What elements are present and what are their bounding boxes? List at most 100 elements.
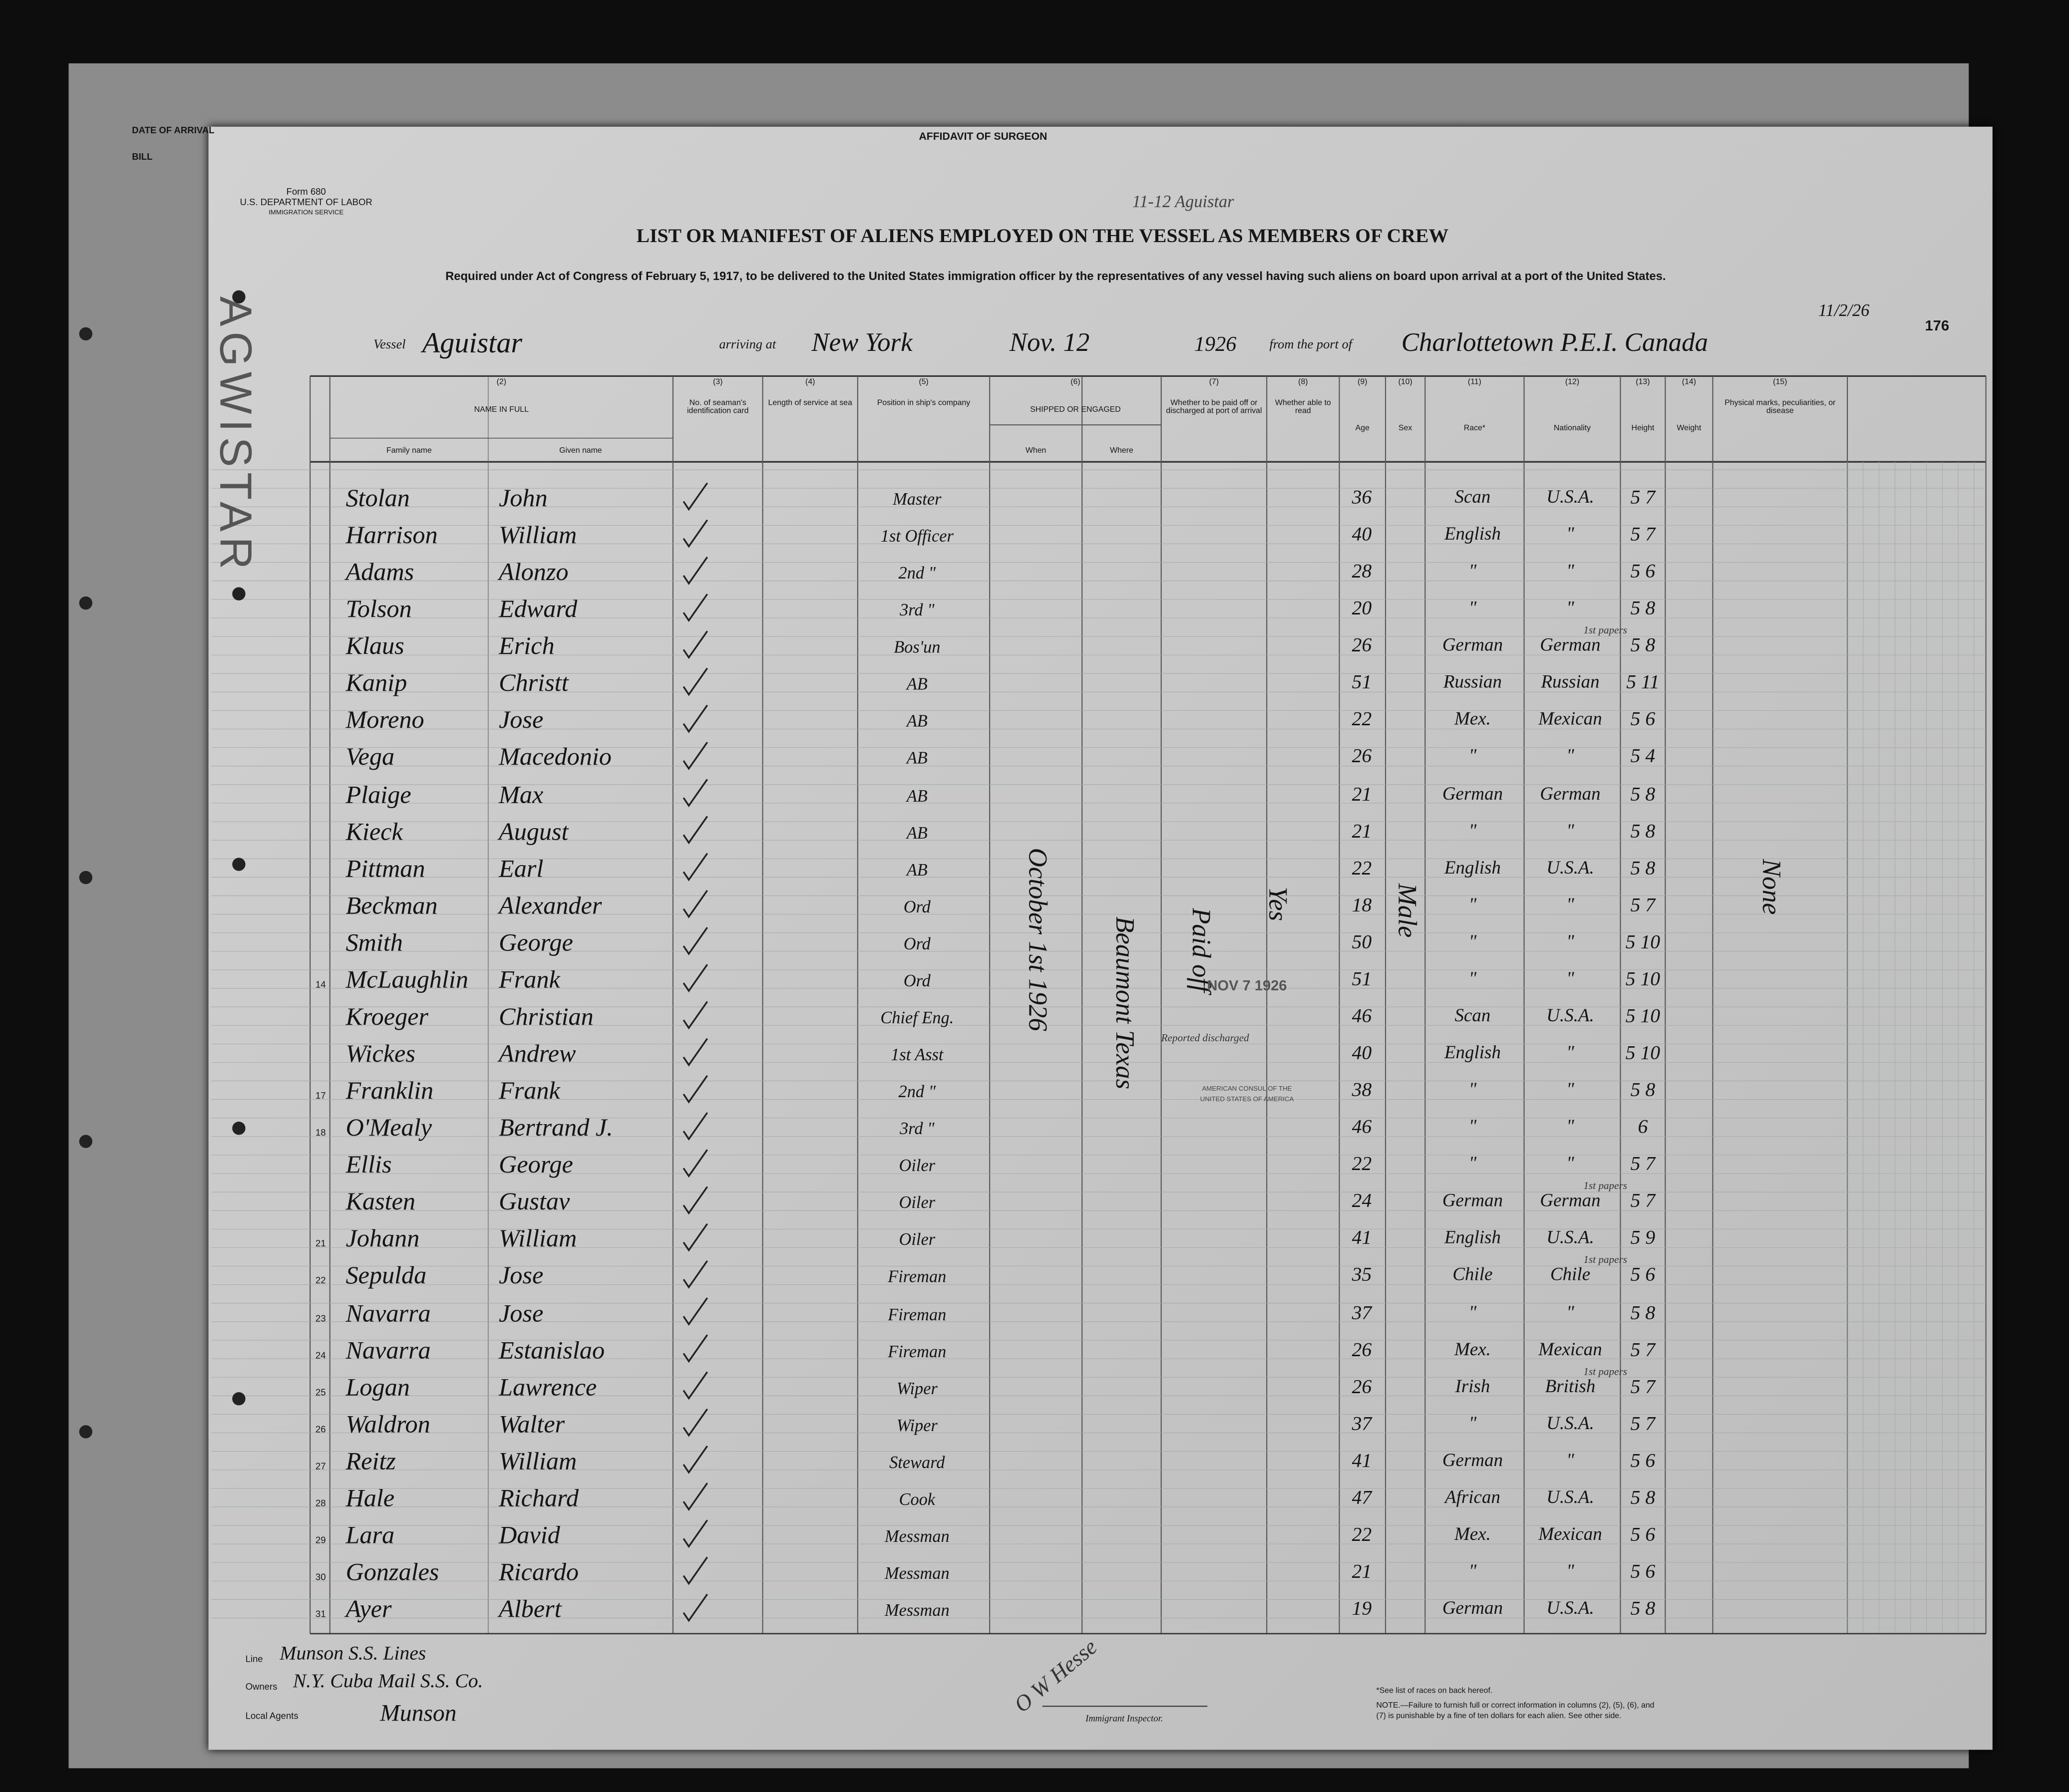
- cell-position: AB: [906, 711, 928, 731]
- check-mark: [683, 1112, 708, 1141]
- check-mark: [683, 1223, 708, 1252]
- cell-given: Albert: [499, 1596, 562, 1624]
- cell-position: AB: [906, 674, 928, 694]
- column-header: Height: [1631, 425, 1655, 433]
- check-mark: [683, 1001, 708, 1030]
- cell-family: Plaige: [345, 781, 411, 809]
- cell-position: Fireman: [888, 1341, 947, 1361]
- cell-nationality: ": [1566, 747, 1574, 768]
- cell-height: 5 6: [1630, 1451, 1656, 1472]
- cell-height: 5 7: [1630, 524, 1656, 546]
- cell-race: ": [1468, 747, 1477, 768]
- cell-age: 22: [1352, 710, 1372, 731]
- footnote: *See list of races on back hereof.: [1376, 1688, 1493, 1696]
- cell-race: ": [1468, 821, 1477, 842]
- check-mark: [683, 779, 708, 808]
- cell-height: 5 7: [1630, 1413, 1656, 1435]
- cell-height: 5 7: [1630, 487, 1656, 509]
- cell-nationality: ": [1566, 1155, 1574, 1175]
- cell-position: 1st Asst: [891, 1044, 944, 1065]
- cell-nationality: German: [1540, 1192, 1601, 1212]
- cell-given: Frank: [499, 966, 560, 994]
- cell-race: ": [1468, 1414, 1477, 1434]
- cell-family: Logan: [345, 1374, 410, 1402]
- cell-height: 5 7: [1630, 895, 1656, 916]
- cell-given: August: [499, 818, 569, 846]
- punch-hole: [79, 1425, 93, 1439]
- cell-race: Chile: [1452, 1266, 1493, 1286]
- cell-height: 5 7: [1630, 1339, 1656, 1361]
- footnote: NOTE.—Failure to furnish full or correct…: [1376, 1702, 1655, 1721]
- span-sex: Male: [1392, 883, 1421, 938]
- check-mark: [683, 482, 708, 511]
- punch-hole: [79, 327, 93, 341]
- cell-height: 5 6: [1630, 1524, 1656, 1546]
- departure-date: 11/2/26: [1818, 300, 1870, 320]
- cell-given: Andrew: [499, 1040, 576, 1069]
- column-number: (7): [1209, 378, 1219, 387]
- cell-position: Cook: [899, 1489, 936, 1509]
- row-number: 28: [315, 1499, 326, 1509]
- cell-nationality: ": [1566, 1044, 1574, 1064]
- cell-family: Ayer: [345, 1596, 392, 1624]
- column-number: (5): [919, 378, 929, 387]
- cell-height: 6: [1638, 1117, 1648, 1139]
- check-mark: [683, 594, 708, 622]
- cell-nationality: Mexican: [1538, 710, 1602, 730]
- cell-height: 5 8: [1630, 598, 1656, 620]
- cell-height: 5 8: [1630, 1080, 1656, 1102]
- cell-given: Christt: [499, 670, 569, 698]
- cell-position: 3rd ": [900, 1118, 935, 1139]
- cell-position: Wiper: [896, 1378, 938, 1398]
- cell-family: Stolan: [345, 485, 410, 513]
- cell-race: African: [1444, 1488, 1500, 1508]
- cell-given: Edward: [499, 596, 578, 624]
- check-mark: [683, 1445, 708, 1474]
- span-read: Yes: [1263, 887, 1292, 921]
- check-mark: [683, 853, 708, 882]
- footer-label: Local Agents: [245, 1712, 299, 1722]
- cell-height: 5 7: [1630, 1154, 1656, 1176]
- cell-family: Kasten: [345, 1189, 415, 1216]
- cell-given: William: [499, 522, 577, 550]
- punch-hole: [232, 587, 246, 600]
- cell-given: George: [499, 1152, 573, 1180]
- cell-given: Walter: [499, 1411, 565, 1439]
- cell-given: Alonzo: [499, 559, 569, 587]
- cell-height: 5 10: [1625, 969, 1661, 990]
- inspector-label: Immigrant Inspector.: [1085, 1713, 1163, 1724]
- span-shipped-where: Beaumont Texas: [1109, 916, 1139, 1090]
- cell-height: 5 10: [1625, 1006, 1661, 1027]
- row-number: 23: [315, 1314, 326, 1324]
- cell-position: AB: [906, 822, 928, 842]
- row-number: 24: [315, 1351, 326, 1361]
- vessel-label: Vessel: [373, 337, 406, 352]
- cell-age: 46: [1352, 1117, 1372, 1139]
- cell-family: Waldron: [345, 1411, 430, 1439]
- cell-note: 1st papers: [1583, 1254, 1628, 1266]
- cell-race: English: [1444, 1229, 1501, 1249]
- department: U.S. DEPARTMENT OF LABOR: [240, 198, 372, 208]
- column-header: Sex: [1398, 425, 1412, 433]
- check-mark: [683, 1371, 708, 1400]
- from-label: from the port of: [1269, 337, 1353, 352]
- cell-race: Scan: [1454, 1006, 1491, 1027]
- check-mark: [683, 742, 708, 770]
- cell-position: Steward: [889, 1452, 945, 1472]
- punch-hole: [232, 1122, 246, 1135]
- cell-nationality: Chile: [1550, 1266, 1591, 1286]
- cell-age: 20: [1352, 598, 1372, 620]
- cell-family: Reitz: [345, 1448, 396, 1476]
- punch-hole: [232, 858, 246, 871]
- cell-given: David: [499, 1522, 560, 1550]
- cell-given: John: [499, 485, 548, 513]
- column-number: (15): [1773, 378, 1787, 387]
- arrival-port: New York: [811, 328, 913, 358]
- column-number: (14): [1682, 378, 1697, 387]
- cell-height: 5 7: [1630, 1376, 1656, 1398]
- cell-position: Ord: [903, 970, 931, 990]
- cell-race: Scan: [1454, 488, 1491, 508]
- cell-given: Gustav: [499, 1189, 570, 1216]
- cell-family: Tolson: [345, 596, 412, 624]
